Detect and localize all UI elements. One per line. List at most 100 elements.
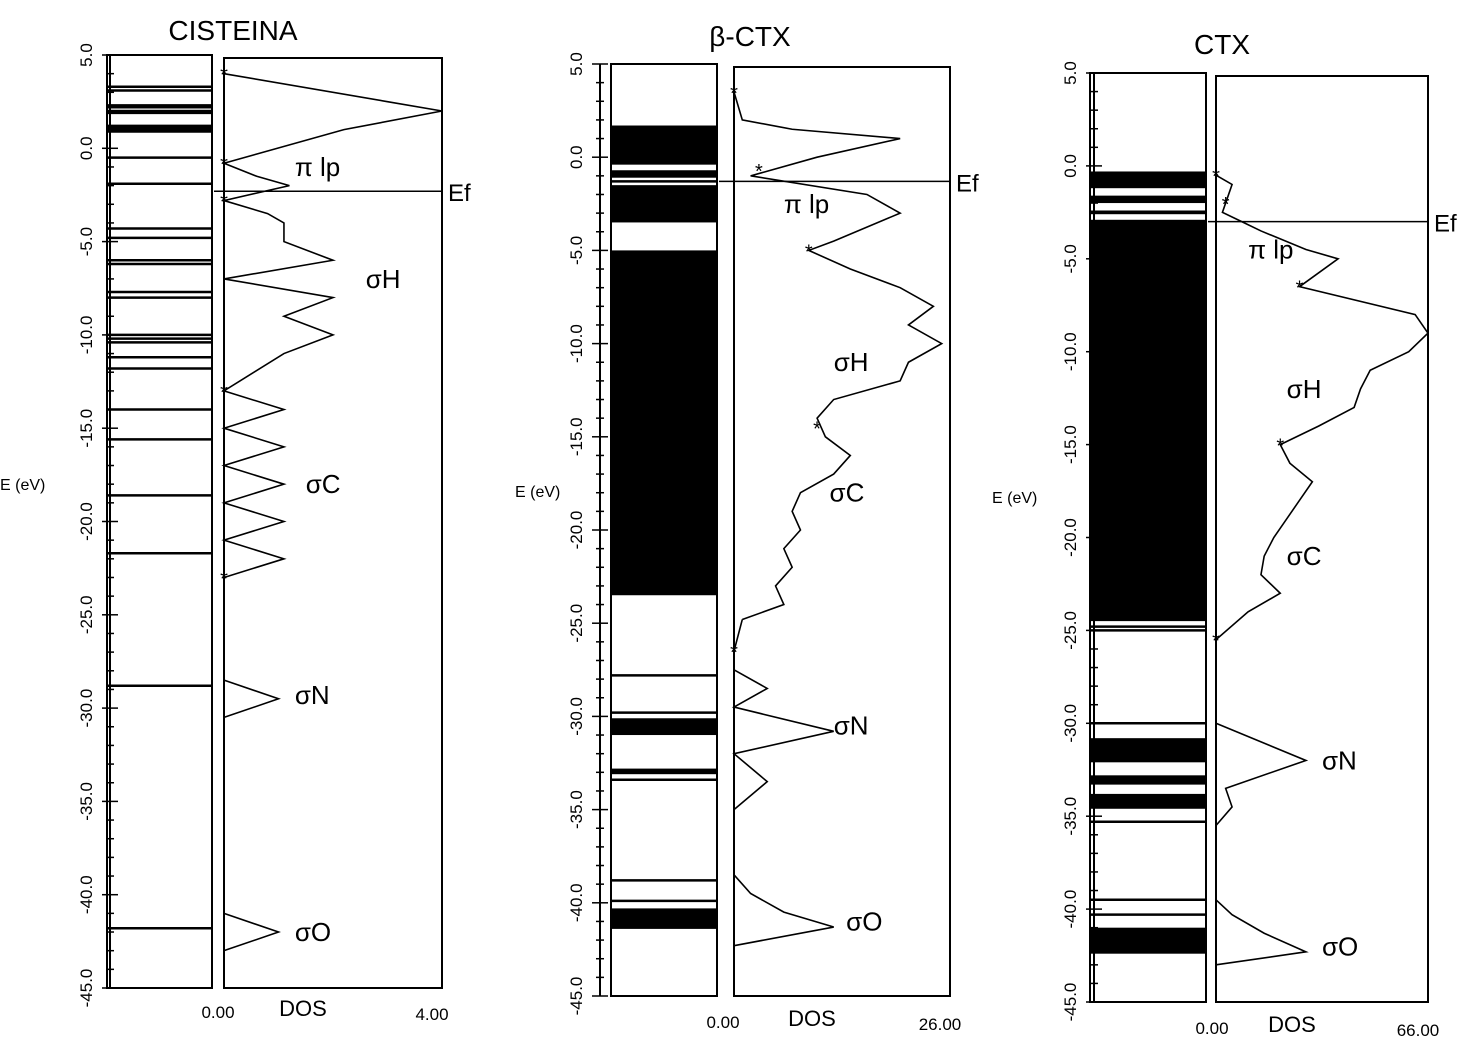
x-min-label: 0.00 — [1195, 1019, 1228, 1038]
y-tick-label: -40.0 — [567, 883, 586, 922]
y-tick-label: -30.0 — [77, 689, 96, 728]
dos-segment — [223, 679, 281, 719]
y-tick-label: 0.0 — [567, 145, 586, 169]
dos-segment — [223, 912, 281, 952]
level-band — [611, 718, 717, 736]
dos-curve — [1215, 174, 1430, 641]
dos-marker: * — [1296, 278, 1304, 300]
band-annotation: σC — [830, 478, 865, 508]
dos-box — [1215, 75, 1429, 1003]
dos-marker: * — [220, 192, 228, 214]
y-tick-label: 5.0 — [1061, 61, 1080, 85]
panel-3: CTX E (eV) 5.0 0.0 -5.0 -10.0 -15.0 -20.0 -25.0 -… — [992, 29, 1457, 1040]
dos-marker: * — [220, 65, 228, 87]
y-tick-label: -35.0 — [567, 790, 586, 829]
y-tick-label: -35.0 — [1061, 797, 1080, 836]
y-tick-label: -35.0 — [77, 782, 96, 821]
x-axis-label: DOS — [279, 996, 327, 1021]
y-tick-label: -10.0 — [567, 324, 586, 363]
dos-box — [733, 66, 951, 997]
panel-1: CISTEINA E (eV) 5.0 0.0 -5.0 -10.0 -15.0 -20.0 -… — [0, 15, 471, 1024]
band-annotation: π lp — [784, 189, 829, 219]
level-band — [1090, 210, 1206, 215]
band-annotation: σH — [366, 264, 401, 294]
y-tick-label: -40.0 — [77, 875, 96, 914]
x-max-label: 66.00 — [1397, 1021, 1440, 1040]
level-band — [611, 908, 717, 929]
y-tick-label: -15.0 — [567, 417, 586, 456]
y-tick-label: 0.0 — [77, 136, 96, 160]
chart-title: CISTEINA — [168, 15, 297, 46]
band-annotation: σC — [1287, 541, 1322, 571]
band-annotation: σN — [834, 711, 869, 741]
level-band — [1090, 171, 1206, 189]
dos-segment — [733, 619, 744, 652]
y-tick-label: 5.0 — [567, 52, 586, 76]
y-tick-label: -25.0 — [77, 595, 96, 634]
panel-2: β-CTX E (eV) 5.0 0.0 -5.0 -10.0 -15.0 -20.0 -25.… — [515, 21, 979, 1034]
band-annotation: σC — [306, 469, 341, 499]
y-tick-label: -45.0 — [1061, 983, 1080, 1022]
dos-segment — [731, 669, 834, 811]
band-annotation: σO — [295, 917, 331, 947]
dos-marker: * — [220, 154, 228, 176]
dos-marker: * — [813, 418, 821, 440]
y-tick-label: -30.0 — [1061, 704, 1080, 743]
dos-box — [223, 57, 443, 989]
dos-marker: * — [1222, 194, 1230, 216]
band-annotation: σO — [1322, 931, 1358, 961]
level-band — [611, 250, 717, 596]
y-tick-label: -25.0 — [1061, 611, 1080, 650]
y-axis-label: E (eV) — [992, 490, 1037, 507]
fermi-label: Ef — [956, 170, 979, 197]
y-tick-label: -5.0 — [77, 227, 96, 256]
y-tick-label: -25.0 — [567, 604, 586, 643]
x-axis-label: DOS — [1268, 1012, 1316, 1037]
dos-marker: * — [1212, 631, 1220, 653]
level-band — [611, 185, 717, 223]
level-band — [1090, 927, 1206, 954]
dos-segment — [733, 874, 834, 947]
band-annotation: π lp — [1248, 235, 1293, 265]
level-band — [1090, 195, 1206, 204]
dos-marker: * — [755, 161, 763, 183]
band-annotation: σN — [1322, 745, 1357, 775]
fermi-label: Ef — [448, 180, 471, 207]
y-axis-label: E (eV) — [0, 477, 45, 494]
dos-marker: * — [1276, 436, 1284, 458]
y-tick-label: 0.0 — [1061, 154, 1080, 178]
level-band — [611, 170, 717, 178]
y-tick-label: -40.0 — [1061, 890, 1080, 929]
band-annotation: σH — [834, 347, 869, 377]
dos-marker: * — [805, 241, 813, 263]
y-tick-label: -5.0 — [567, 236, 586, 265]
band-annotation: π lp — [295, 152, 340, 182]
level-band — [611, 125, 717, 165]
y-tick-label: -45.0 — [567, 977, 586, 1016]
y-tick-label: -20.0 — [77, 502, 96, 541]
x-axis-label: DOS — [788, 1006, 836, 1031]
level-band — [1090, 219, 1206, 622]
dos-segment — [1215, 899, 1309, 966]
band-annotation: σN — [295, 680, 330, 710]
fermi-label: Ef — [1434, 211, 1457, 238]
level-band — [611, 768, 717, 775]
dos-marker: * — [220, 382, 228, 404]
dos-marker: * — [1212, 166, 1220, 188]
y-axis-label: E (eV) — [515, 484, 560, 501]
y-tick-label: -20.0 — [567, 511, 586, 550]
level-band — [1090, 775, 1206, 785]
dos-curve — [733, 91, 944, 621]
level-band — [1090, 793, 1206, 809]
x-min-label: 0.00 — [706, 1013, 739, 1032]
y-tick-label: -20.0 — [1061, 518, 1080, 557]
band-annotation: σO — [846, 906, 882, 936]
y-tick-label: -10.0 — [77, 316, 96, 355]
chart-title: CTX — [1194, 29, 1250, 60]
y-tick-label: 5.0 — [77, 43, 96, 67]
dos-marker: * — [730, 642, 738, 664]
y-tick-label: -15.0 — [77, 409, 96, 448]
chart-title: β-CTX — [709, 21, 791, 52]
dos-segment — [1215, 722, 1309, 827]
